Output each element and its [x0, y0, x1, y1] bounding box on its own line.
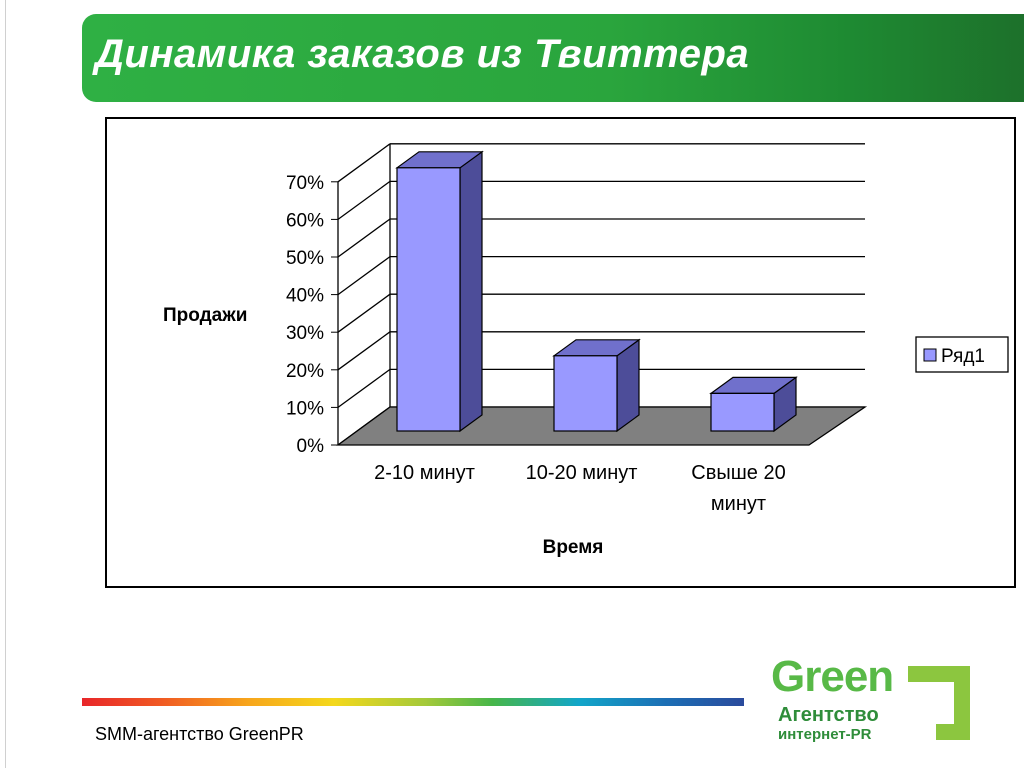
bar-chart: 0% 10% 20% 30% 40% 50% 60% 70% 2-10 минут 10-20 м… — [163, 143, 1009, 558]
y-tick-label: 60% — [286, 210, 324, 231]
y-tick-label: 50% — [286, 248, 324, 269]
x-axis-title: Время — [543, 537, 604, 558]
footer-text: SMM-агентство GreenPR — [95, 724, 304, 744]
logo-line2: интернет-PR — [778, 726, 872, 743]
y-tick-label: 30% — [286, 323, 324, 344]
side-gridline — [337, 218, 391, 258]
logo-arrow-icon — [908, 666, 970, 740]
footer-color-bar — [82, 698, 744, 706]
legend-swatch — [923, 348, 937, 362]
bar — [553, 355, 618, 432]
y-axis-title: Продажи — [163, 305, 247, 326]
logo-line1: Агентство — [778, 704, 879, 726]
y-tick-label: 20% — [286, 361, 324, 382]
left-divider — [5, 0, 6, 768]
side-gridline — [337, 256, 391, 296]
slide-title: Динамика заказов из Твиттера — [95, 32, 750, 76]
x-tick-label: 10-20 минут — [526, 462, 638, 484]
side-gridline — [337, 368, 391, 408]
y-tick-label: 0% — [297, 436, 325, 457]
bar-side — [459, 150, 483, 433]
y-tick-label: 40% — [286, 286, 324, 307]
legend-label: Ряд1 — [941, 346, 985, 367]
green-logo: Green Агентство интернет-PR — [766, 652, 976, 747]
bar — [710, 392, 775, 432]
x-tick-label: минут — [711, 493, 766, 515]
chart-frame: 0% 10% 20% 30% 40% 50% 60% 70% 2-10 минут 10-20 м… — [105, 117, 1016, 588]
side-gridline — [337, 180, 391, 220]
x-tick-label: 2-10 минут — [374, 462, 475, 484]
bar — [396, 167, 461, 432]
logo-word: Green — [771, 652, 894, 701]
side-gridline — [337, 143, 391, 183]
x-tick-label: Свыше 20 — [691, 462, 785, 484]
title-banner — [82, 14, 1024, 102]
y-tick-label: 70% — [286, 173, 324, 194]
side-gridline — [337, 293, 391, 333]
side-gridline — [337, 331, 391, 371]
y-tick-label: 10% — [286, 398, 324, 419]
